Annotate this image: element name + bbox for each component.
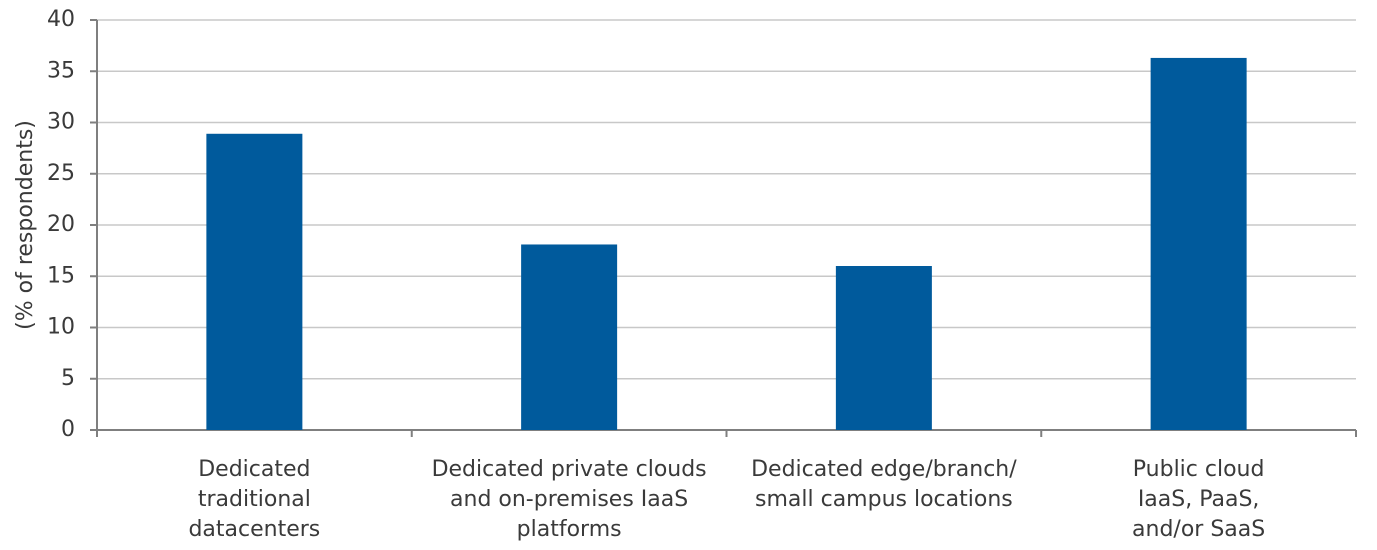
x-tick-label: Dedicated private clouds and on-premises … bbox=[432, 457, 707, 542]
y-tick-label: 20 bbox=[47, 212, 75, 237]
bar bbox=[206, 133, 303, 430]
y-tick-label: 10 bbox=[47, 315, 75, 340]
x-tick-label: Dedicated edge/branch/small campus locat… bbox=[751, 457, 1017, 512]
y-tick-label: 0 bbox=[61, 417, 75, 442]
bar bbox=[521, 244, 618, 430]
y-tick-label: 5 bbox=[61, 366, 75, 391]
y-tick-label: 15 bbox=[47, 263, 75, 288]
x-tick-label: Dedicated traditional datacenters bbox=[188, 457, 320, 542]
y-tick-label: 40 bbox=[47, 7, 75, 32]
y-tick-label: 25 bbox=[47, 161, 75, 186]
bar bbox=[1150, 57, 1247, 431]
x-tick-label: Public cloud IaaS, PaaS, and/or SaaS bbox=[1132, 457, 1265, 542]
y-axis-label: (% of respondents) bbox=[13, 120, 38, 330]
bar bbox=[835, 266, 932, 430]
y-tick-label: 35 bbox=[47, 58, 75, 83]
y-tick-label: 30 bbox=[47, 110, 75, 135]
